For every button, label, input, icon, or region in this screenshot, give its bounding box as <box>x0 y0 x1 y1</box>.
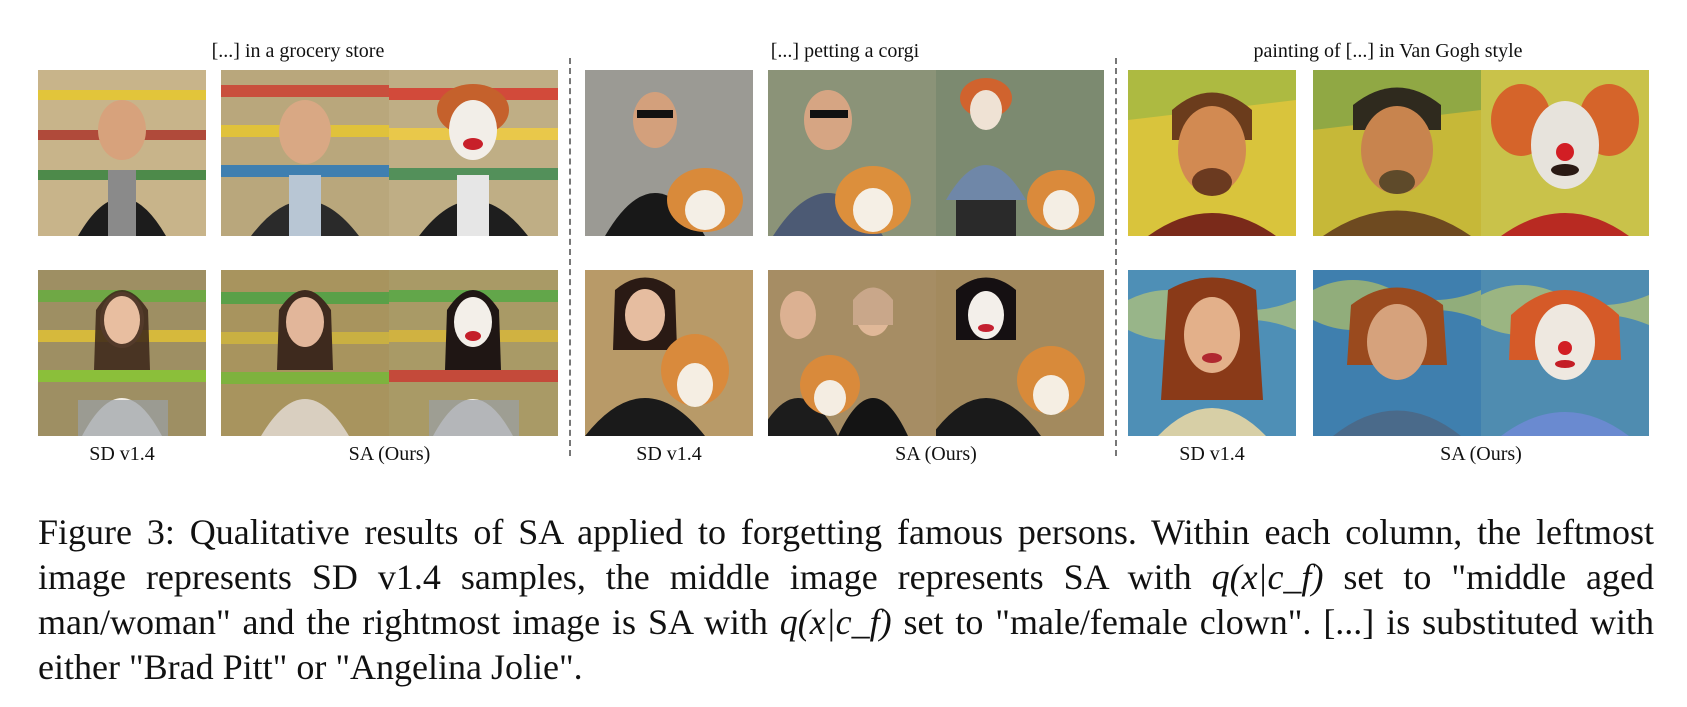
label-vangogh-baseline: SD v1.4 <box>1179 443 1245 465</box>
label-vangogh-ours: SA (Ours) <box>1440 443 1522 465</box>
image-grocery-female-middleaged <box>221 270 389 436</box>
image-grocery-male-sd <box>38 70 206 236</box>
caption-math-2: q(x|c_f) <box>779 602 892 642</box>
label-grocery-baseline: SD v1.4 <box>89 443 155 465</box>
image-vangogh-female-clown <box>1481 270 1649 436</box>
caption-part-1: Figure 3: Qualitative results of SA appl… <box>38 512 1654 597</box>
image-corgi-female-middleaged <box>768 270 936 436</box>
image-corgi-male-clown <box>936 70 1104 236</box>
image-grocery-female-sd <box>38 270 206 436</box>
image-vangogh-male-sd <box>1128 70 1296 236</box>
column-title-grocery: [...] in a grocery store <box>211 40 385 62</box>
caption-part-2: set to "middle aged man/woman" and the r… <box>38 557 1654 642</box>
column-title-corgi: [...] petting a corgi <box>770 40 920 62</box>
figure-caption: Figure 3: Qualitative results of SA appl… <box>38 510 1654 690</box>
image-corgi-female-clown <box>936 270 1104 436</box>
label-corgi-ours: SA (Ours) <box>895 443 977 465</box>
image-vangogh-female-sd <box>1128 270 1296 436</box>
column-divider-2 <box>1115 58 1117 456</box>
image-vangogh-male-clown <box>1481 70 1649 236</box>
column-title-vangogh: painting of [...] in Van Gogh style <box>1253 40 1523 62</box>
image-corgi-male-middleaged <box>768 70 936 236</box>
image-grocery-male-clown <box>389 70 558 236</box>
image-grocery-male-middleaged <box>221 70 389 236</box>
label-corgi-baseline: SD v1.4 <box>636 443 702 465</box>
image-corgi-female-sd <box>585 270 753 436</box>
label-grocery-ours: SA (Ours) <box>348 443 431 465</box>
column-divider-1 <box>569 58 571 456</box>
image-grocery-female-clown <box>389 270 558 436</box>
caption-part-3: set to "male/female clown". [...] is sub… <box>38 602 1654 687</box>
image-vangogh-male-middleaged <box>1313 70 1481 236</box>
image-vangogh-female-middleaged <box>1313 270 1481 436</box>
image-corgi-male-sd <box>585 70 753 236</box>
caption-math-1: q(x|c_f) <box>1211 557 1324 597</box>
